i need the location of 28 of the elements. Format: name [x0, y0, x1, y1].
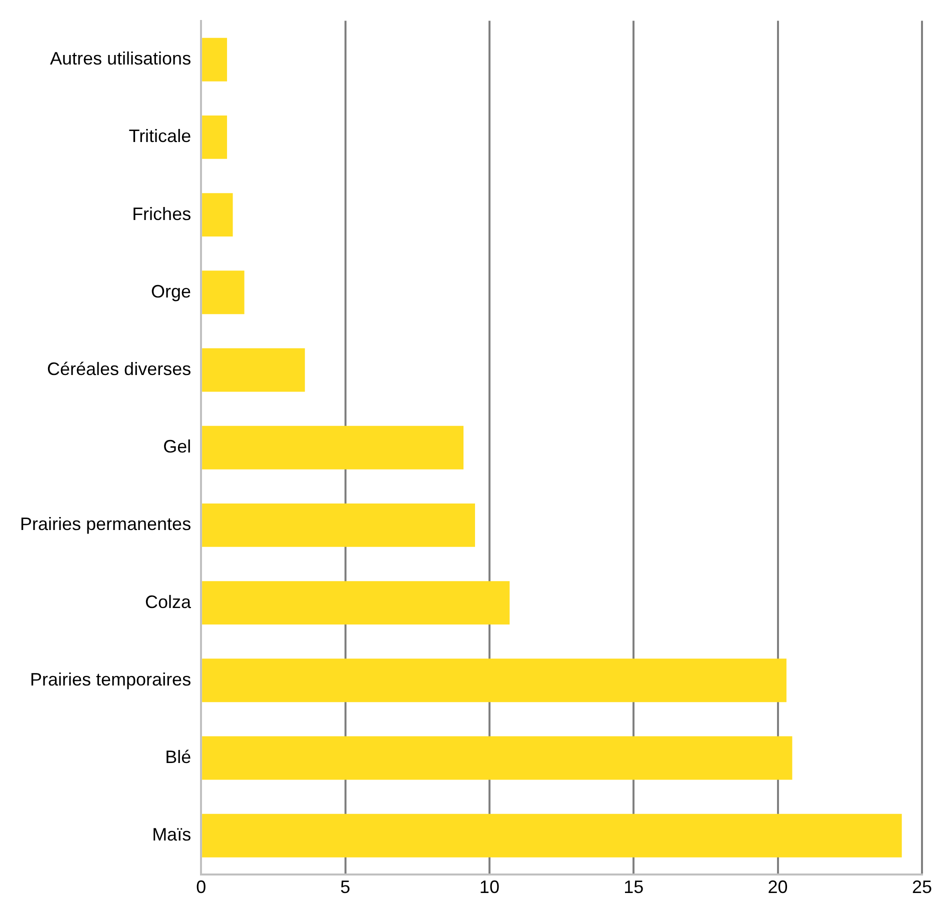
y-tick-label: Céréales diverses	[47, 358, 192, 379]
y-tick-label: Gel	[163, 436, 192, 457]
bar	[202, 270, 244, 314]
y-tick-label: Prairies permanentes	[20, 514, 192, 534]
bar	[202, 426, 464, 470]
bar	[202, 814, 902, 858]
x-tick-label: 5	[340, 877, 350, 898]
bar	[202, 348, 305, 392]
bar	[202, 38, 228, 82]
y-tick-label: Colza	[145, 592, 192, 612]
bar	[202, 115, 228, 159]
y-tick-label: Prairies temporaires	[30, 669, 192, 690]
y-tick-label: Triticale	[128, 126, 192, 146]
y-tick-label: Autres utilisations	[50, 48, 192, 69]
x-tick-label: 15	[624, 877, 644, 898]
x-tick-label: 10	[479, 877, 500, 898]
bar	[202, 736, 792, 780]
bar	[202, 503, 476, 547]
x-tick-label: 25	[912, 877, 932, 898]
y-tick-label: Orge	[151, 281, 192, 302]
bar	[202, 658, 786, 702]
y-tick-label: Maïs	[152, 824, 192, 845]
y-tick-label: Friches	[132, 204, 192, 224]
x-tick-label: 20	[768, 877, 788, 898]
y-tick-label: Blé	[165, 746, 192, 767]
x-tick-label: 0	[196, 877, 206, 898]
bar	[202, 193, 233, 237]
bar	[202, 581, 510, 625]
